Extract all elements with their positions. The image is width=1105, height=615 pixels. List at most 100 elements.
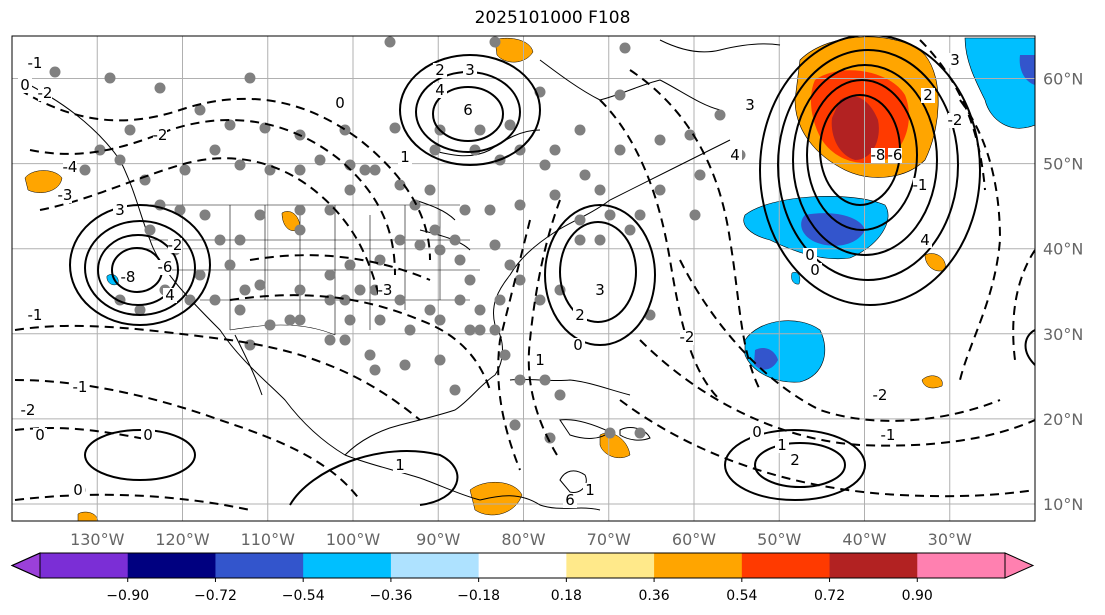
colorbar-segment [478, 553, 567, 578]
station-dot [434, 354, 446, 366]
contour-label: 2 [923, 86, 933, 104]
station-dot [504, 259, 516, 271]
station-dot [434, 244, 446, 256]
contour-label: -1 [28, 54, 43, 72]
colorbar-tick-label: −0.54 [282, 588, 325, 604]
contour-label-bg [808, 263, 822, 278]
station-dot [154, 82, 166, 94]
station-dot [549, 189, 561, 201]
contour-label-bg [913, 178, 927, 193]
contour-label: 3 [950, 51, 960, 69]
station-dot [454, 294, 466, 306]
colorbar-segment [303, 553, 392, 578]
colorbar-tick-labels: −0.90 −0.72 −0.54 −0.36 −0.18 0.18 0.36 0.54 0.7… [106, 578, 933, 604]
station-dot [389, 122, 401, 134]
station-dot [594, 184, 606, 196]
station-dot [399, 359, 411, 371]
station-dot [374, 254, 386, 266]
contour-label-bg [378, 283, 392, 298]
station-dot [579, 169, 591, 181]
station-dot [384, 36, 396, 48]
latitude-label: 40°N [1043, 240, 1083, 259]
station-dot [294, 284, 306, 296]
station-dot [234, 304, 246, 316]
station-dot [254, 209, 266, 221]
station-dot [474, 304, 486, 316]
station-dot [394, 294, 406, 306]
station-dot [624, 224, 636, 236]
station-dot [539, 374, 551, 386]
station-dot [339, 334, 351, 346]
shaded-anomalies [24, 36, 1035, 521]
station-dot [534, 294, 546, 306]
contour-label: -4 [63, 158, 78, 176]
contour-label: 3 [115, 201, 125, 219]
longitude-label: 70°W [587, 530, 631, 549]
station-dot [134, 304, 146, 316]
station-dots [49, 36, 746, 496]
contour-label: 2 [575, 306, 585, 324]
contour-label-bg [921, 88, 935, 103]
station-dot [144, 224, 156, 236]
longitude-label: 120°W [155, 530, 210, 549]
station-dot [284, 314, 296, 326]
colorbar-segment [917, 553, 1006, 578]
longitude-label: 30°W [928, 530, 972, 549]
station-dot [514, 274, 526, 286]
contour-label: -2 [153, 126, 168, 144]
contour-label: -1 [28, 306, 43, 324]
longitude-label: 130°W [70, 530, 125, 549]
station-dot [224, 259, 236, 271]
station-dot [324, 204, 336, 216]
station-dot [619, 42, 631, 54]
contour-label: 0 [573, 336, 583, 354]
colorbar-tick-label: 0.18 [551, 588, 582, 604]
contour-label-bg [393, 458, 407, 473]
station-dot [614, 89, 626, 101]
station-dot [549, 144, 561, 156]
station-dot [454, 254, 466, 266]
station-dot [409, 199, 421, 211]
contour-label-bg [803, 248, 817, 263]
contour-label-bg [918, 233, 932, 248]
station-dot [344, 184, 356, 196]
colorbar-segment [829, 553, 918, 578]
contour-label-bg [573, 308, 587, 323]
station-dot [509, 419, 521, 431]
contour-label: 2 [790, 451, 800, 469]
contour-label-bg [873, 388, 887, 403]
station-dot [354, 284, 366, 296]
negative-contours [14, 39, 1035, 511]
contour-label: -1 [73, 378, 88, 396]
contour-label: 3 [595, 281, 605, 299]
station-dot [474, 324, 486, 336]
station-dot [489, 36, 501, 48]
contour-label-bg [141, 428, 155, 443]
station-dot [474, 124, 486, 136]
station-dot [294, 204, 306, 216]
latitude-label: 30°N [1043, 325, 1083, 344]
station-dot [464, 274, 476, 286]
contour-label: -2 [948, 111, 963, 129]
latitude-label: 60°N [1043, 70, 1083, 89]
contour-label: -8 [121, 268, 136, 286]
station-dot [294, 224, 306, 236]
station-dot [374, 314, 386, 326]
contour-label-bg [433, 63, 447, 78]
colorbar-tick-label: −0.90 [106, 588, 149, 604]
colorbar-tick-label: 0.90 [902, 588, 933, 604]
longitude-label: 60°W [672, 530, 716, 549]
colorbar-segment [654, 553, 743, 578]
station-dot [344, 259, 356, 271]
station-dot [684, 129, 696, 141]
station-dot [539, 159, 551, 171]
contour-label-bg [33, 428, 47, 443]
contour-label: -2 [168, 236, 183, 254]
station-dot [294, 314, 306, 326]
station-dot [634, 427, 646, 439]
station-dot [449, 384, 461, 396]
station-dot [359, 164, 371, 176]
contour-label: 1 [535, 351, 545, 369]
station-dot [504, 119, 516, 131]
